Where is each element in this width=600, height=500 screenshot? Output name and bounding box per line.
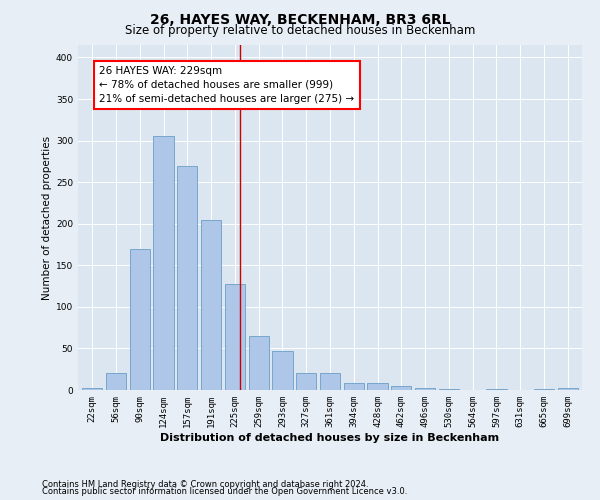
Bar bbox=[415, 388, 435, 390]
Bar bbox=[248, 336, 269, 390]
Bar bbox=[367, 384, 388, 390]
Bar bbox=[487, 389, 506, 390]
Bar bbox=[225, 284, 245, 390]
Bar bbox=[106, 374, 126, 390]
Bar bbox=[177, 166, 197, 390]
Y-axis label: Number of detached properties: Number of detached properties bbox=[42, 136, 52, 300]
Bar bbox=[534, 389, 554, 390]
Bar bbox=[344, 384, 364, 390]
Bar bbox=[320, 374, 340, 390]
Bar bbox=[272, 351, 293, 390]
Bar bbox=[154, 136, 173, 390]
Text: Contains HM Land Registry data © Crown copyright and database right 2024.: Contains HM Land Registry data © Crown c… bbox=[42, 480, 368, 489]
X-axis label: Distribution of detached houses by size in Beckenham: Distribution of detached houses by size … bbox=[160, 432, 500, 442]
Bar bbox=[439, 389, 459, 390]
Text: Contains public sector information licensed under the Open Government Licence v3: Contains public sector information licen… bbox=[42, 488, 407, 496]
Text: 26, HAYES WAY, BECKENHAM, BR3 6RL: 26, HAYES WAY, BECKENHAM, BR3 6RL bbox=[149, 12, 451, 26]
Bar bbox=[201, 220, 221, 390]
Text: Size of property relative to detached houses in Beckenham: Size of property relative to detached ho… bbox=[125, 24, 475, 37]
Bar bbox=[82, 388, 103, 390]
Bar bbox=[557, 388, 578, 390]
Bar bbox=[296, 374, 316, 390]
Bar bbox=[130, 248, 150, 390]
Text: 26 HAYES WAY: 229sqm
← 78% of detached houses are smaller (999)
21% of semi-deta: 26 HAYES WAY: 229sqm ← 78% of detached h… bbox=[100, 66, 355, 104]
Bar bbox=[391, 386, 412, 390]
